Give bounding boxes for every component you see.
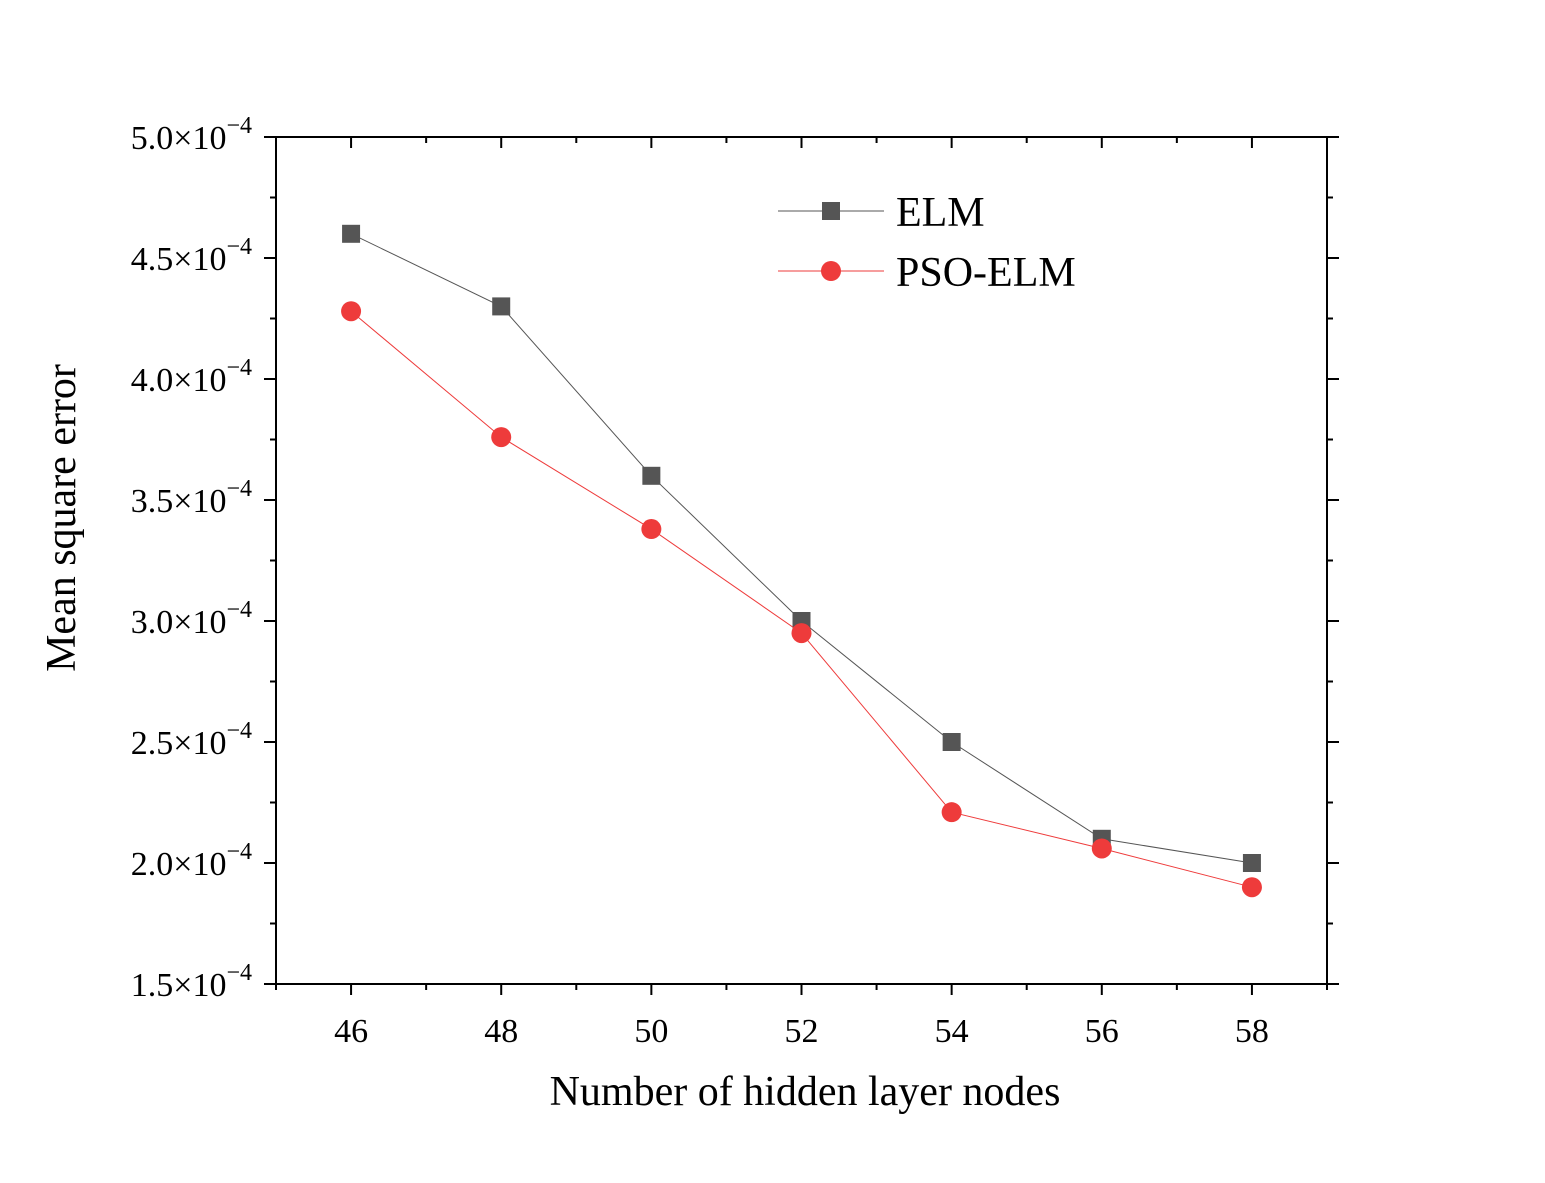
y-tick-base: ×10	[173, 604, 226, 641]
series-line	[350, 310, 1253, 888]
data-point	[1241, 877, 1262, 898]
x-tick-label: 48	[484, 1013, 518, 1050]
legend: ELM PSO-ELM	[778, 190, 1076, 296]
legend-marker	[821, 261, 841, 281]
y-tick-base: ×10	[173, 362, 226, 399]
series-elm	[342, 224, 1261, 872]
data-point	[1242, 854, 1261, 872]
y-tick-mantissa: 4.5	[131, 241, 174, 278]
data-point	[942, 733, 961, 751]
y-tick-exponent: −4	[226, 113, 252, 139]
y-tick-exponent: −4	[226, 476, 252, 502]
y-tick-base: ×10	[173, 120, 226, 157]
y-tick-mantissa: 5.0	[131, 120, 174, 157]
y-tick-exponent: −4	[226, 355, 252, 381]
y-tick-label: 2.5×10−4	[131, 718, 252, 762]
x-tick-label: 58	[1235, 1013, 1269, 1050]
y-tick-base: ×10	[173, 967, 226, 1004]
y-tick-mantissa: 2.5	[131, 725, 174, 762]
y-tick-exponent: −4	[226, 718, 252, 744]
plot-frame	[275, 136, 1328, 985]
x-tick-label: 52	[785, 1013, 819, 1050]
data-point	[642, 466, 661, 485]
y-tick-exponent: −4	[226, 597, 252, 623]
x-axis: 46 48 50 52 54 56 58	[275, 137, 1328, 1050]
y-tick-exponent: −4	[226, 960, 252, 986]
y-axis-title: Mean square error	[39, 364, 85, 672]
y-axis: 1.5×10−42.0×10−42.5×10−43.0×10−43.5×10−4…	[131, 113, 1339, 1004]
y-tick-label: 1.5×10−4	[131, 960, 252, 1004]
y-tick-label: 3.5×10−4	[131, 476, 252, 520]
y-tick-label: 2.0×10−4	[131, 839, 252, 883]
y-tick-base: ×10	[173, 846, 226, 883]
series-line	[350, 233, 1253, 864]
legend-item: PSO-ELM	[778, 250, 1076, 296]
y-tick-label: 4.5×10−4	[131, 234, 252, 278]
y-tick-label: 3.0×10−4	[131, 597, 252, 641]
x-axis-title: Number of hidden layer nodes	[550, 1069, 1061, 1115]
y-tick-mantissa: 3.5	[131, 483, 174, 520]
data-point	[791, 623, 812, 644]
y-tick-base: ×10	[173, 725, 226, 762]
data-point	[492, 297, 511, 316]
series-pso-elm	[341, 301, 1262, 898]
series-layer	[341, 224, 1262, 898]
y-tick-label: 4.0×10−4	[131, 355, 252, 399]
x-tick-label: 46	[334, 1013, 368, 1050]
legend-marker	[822, 202, 840, 220]
legend-item: ELM	[778, 190, 985, 236]
legend-label: PSO-ELM	[896, 250, 1076, 296]
y-tick-label: 5.0×10−4	[131, 113, 252, 157]
data-point	[341, 301, 362, 322]
y-tick-exponent: −4	[226, 234, 252, 260]
y-tick-mantissa: 3.0	[131, 604, 174, 641]
y-tick-mantissa: 2.0	[131, 846, 174, 883]
x-tick-label: 56	[1085, 1013, 1119, 1050]
y-tick-base: ×10	[173, 483, 226, 520]
data-point	[941, 802, 962, 823]
y-tick-exponent: −4	[226, 839, 252, 865]
x-tick-label: 54	[935, 1013, 969, 1050]
legend-label: ELM	[896, 190, 985, 236]
data-point	[342, 224, 361, 243]
plot-area: 46 48 50 52 54 56 58 1.5×10−42.0×10−42.5×10−43…	[131, 113, 1339, 1050]
data-point	[641, 519, 662, 540]
data-point	[1091, 838, 1112, 859]
y-tick-mantissa: 1.5	[131, 967, 174, 1004]
x-tick-label: 50	[634, 1013, 668, 1050]
data-point	[491, 427, 512, 448]
y-tick-base: ×10	[173, 241, 226, 278]
y-tick-mantissa: 4.0	[131, 362, 174, 399]
